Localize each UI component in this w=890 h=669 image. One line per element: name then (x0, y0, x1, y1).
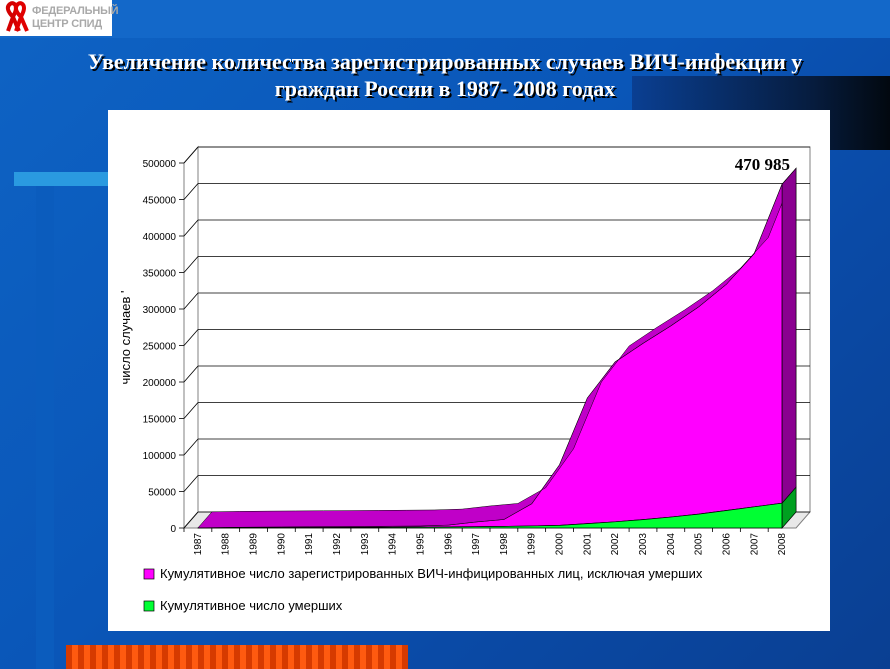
x-tick-label: 1996 (443, 533, 454, 556)
y-tick-label: 200000 (143, 378, 177, 389)
x-tick-label: 1995 (415, 533, 426, 556)
y-tick-label: 0 (170, 524, 176, 535)
red-ribbon-icon (5, 1, 29, 32)
logo: ФЕДЕРАЛЬНЫЙ ЦЕНТР СПИД (0, 0, 119, 36)
x-tick-label: 2007 (749, 533, 760, 556)
chart: 0 50000 100000 150000 200000 250000 300000 3500… (118, 145, 812, 613)
series-end-cap-hiv (781, 167, 797, 505)
x-tick-label: 2004 (666, 533, 677, 556)
page-title-line-1: Увеличение количества зарегистрированных… (87, 49, 803, 74)
gridline-side (183, 365, 199, 383)
y-tick-label: 500000 (143, 159, 177, 170)
chart-panel: 0 50000 100000 150000 200000 250000 300000 3500… (108, 110, 830, 631)
legend-swatch-hiv (143, 568, 155, 580)
page-title-line-2: граждан России в 1987- 2008 годах (274, 76, 616, 101)
y-tick-label: 400000 (143, 232, 177, 243)
y-tick-label: 450000 (143, 196, 177, 207)
logo-line-1: ФЕДЕРАЛЬНЫЙ (32, 5, 119, 17)
background-stripe-vertical (36, 186, 54, 669)
series-end-cap-dead (781, 486, 797, 529)
y-tick-label: 350000 (143, 269, 177, 280)
y-tick-label: 100000 (143, 451, 177, 462)
x-tick-label: 2005 (694, 533, 705, 556)
x-tick-label: 2001 (582, 533, 593, 556)
background-stripe-accent (14, 172, 110, 186)
gridline-side (183, 219, 199, 237)
gridline-side (183, 329, 199, 346)
gridline-side (183, 402, 199, 419)
x-tick-label: 1993 (360, 533, 371, 556)
gridline-side (183, 438, 199, 456)
gridline-side (183, 475, 199, 492)
legend-swatch-dead (143, 600, 155, 612)
annotation-total: 470 985 (735, 155, 790, 174)
y-tick-label: 300000 (143, 305, 177, 316)
x-tick-label: 1998 (499, 533, 510, 556)
background-bar-bottom (66, 645, 408, 669)
x-tick-label: 2003 (638, 533, 649, 556)
legend-label-dead: Кумулятивное число умерших (160, 598, 343, 613)
gridline-side (183, 256, 199, 273)
x-tick-label: 1994 (388, 533, 399, 556)
gridline-side (183, 511, 199, 529)
x-tick-label: 2008 (777, 533, 788, 556)
x-tick-label: 2006 (721, 533, 732, 556)
background-stripe-top (0, 0, 890, 38)
logo-line-2: ЦЕНТР СПИД (32, 18, 103, 30)
x-tick-label: 2002 (610, 533, 621, 556)
page-title: Увеличение количества зарегистрированных… (30, 48, 860, 102)
x-tick-label: 1997 (471, 533, 482, 556)
gridline-side (183, 292, 199, 310)
x-tick-label: 2000 (555, 533, 566, 556)
legend-label-hiv: Кумулятивное число зарегистрированных ВИ… (160, 566, 703, 581)
gridline-side (183, 146, 199, 164)
y-tick-label: 250000 (143, 342, 177, 353)
x-tick-label: 1992 (332, 533, 343, 556)
y-tick-label: 50000 (148, 488, 176, 499)
y-axis-label: число случаев ' (118, 291, 133, 385)
gridline-side (183, 183, 199, 200)
x-tick-label: 1987 (193, 533, 204, 556)
x-tick-label: 1989 (249, 533, 260, 556)
y-tick-label: 150000 (143, 415, 177, 426)
x-tick-label: 1990 (276, 533, 287, 556)
x-tick-label: 1988 (221, 533, 232, 556)
x-tick-label: 1999 (527, 533, 538, 556)
x-tick-label: 1991 (304, 533, 315, 556)
